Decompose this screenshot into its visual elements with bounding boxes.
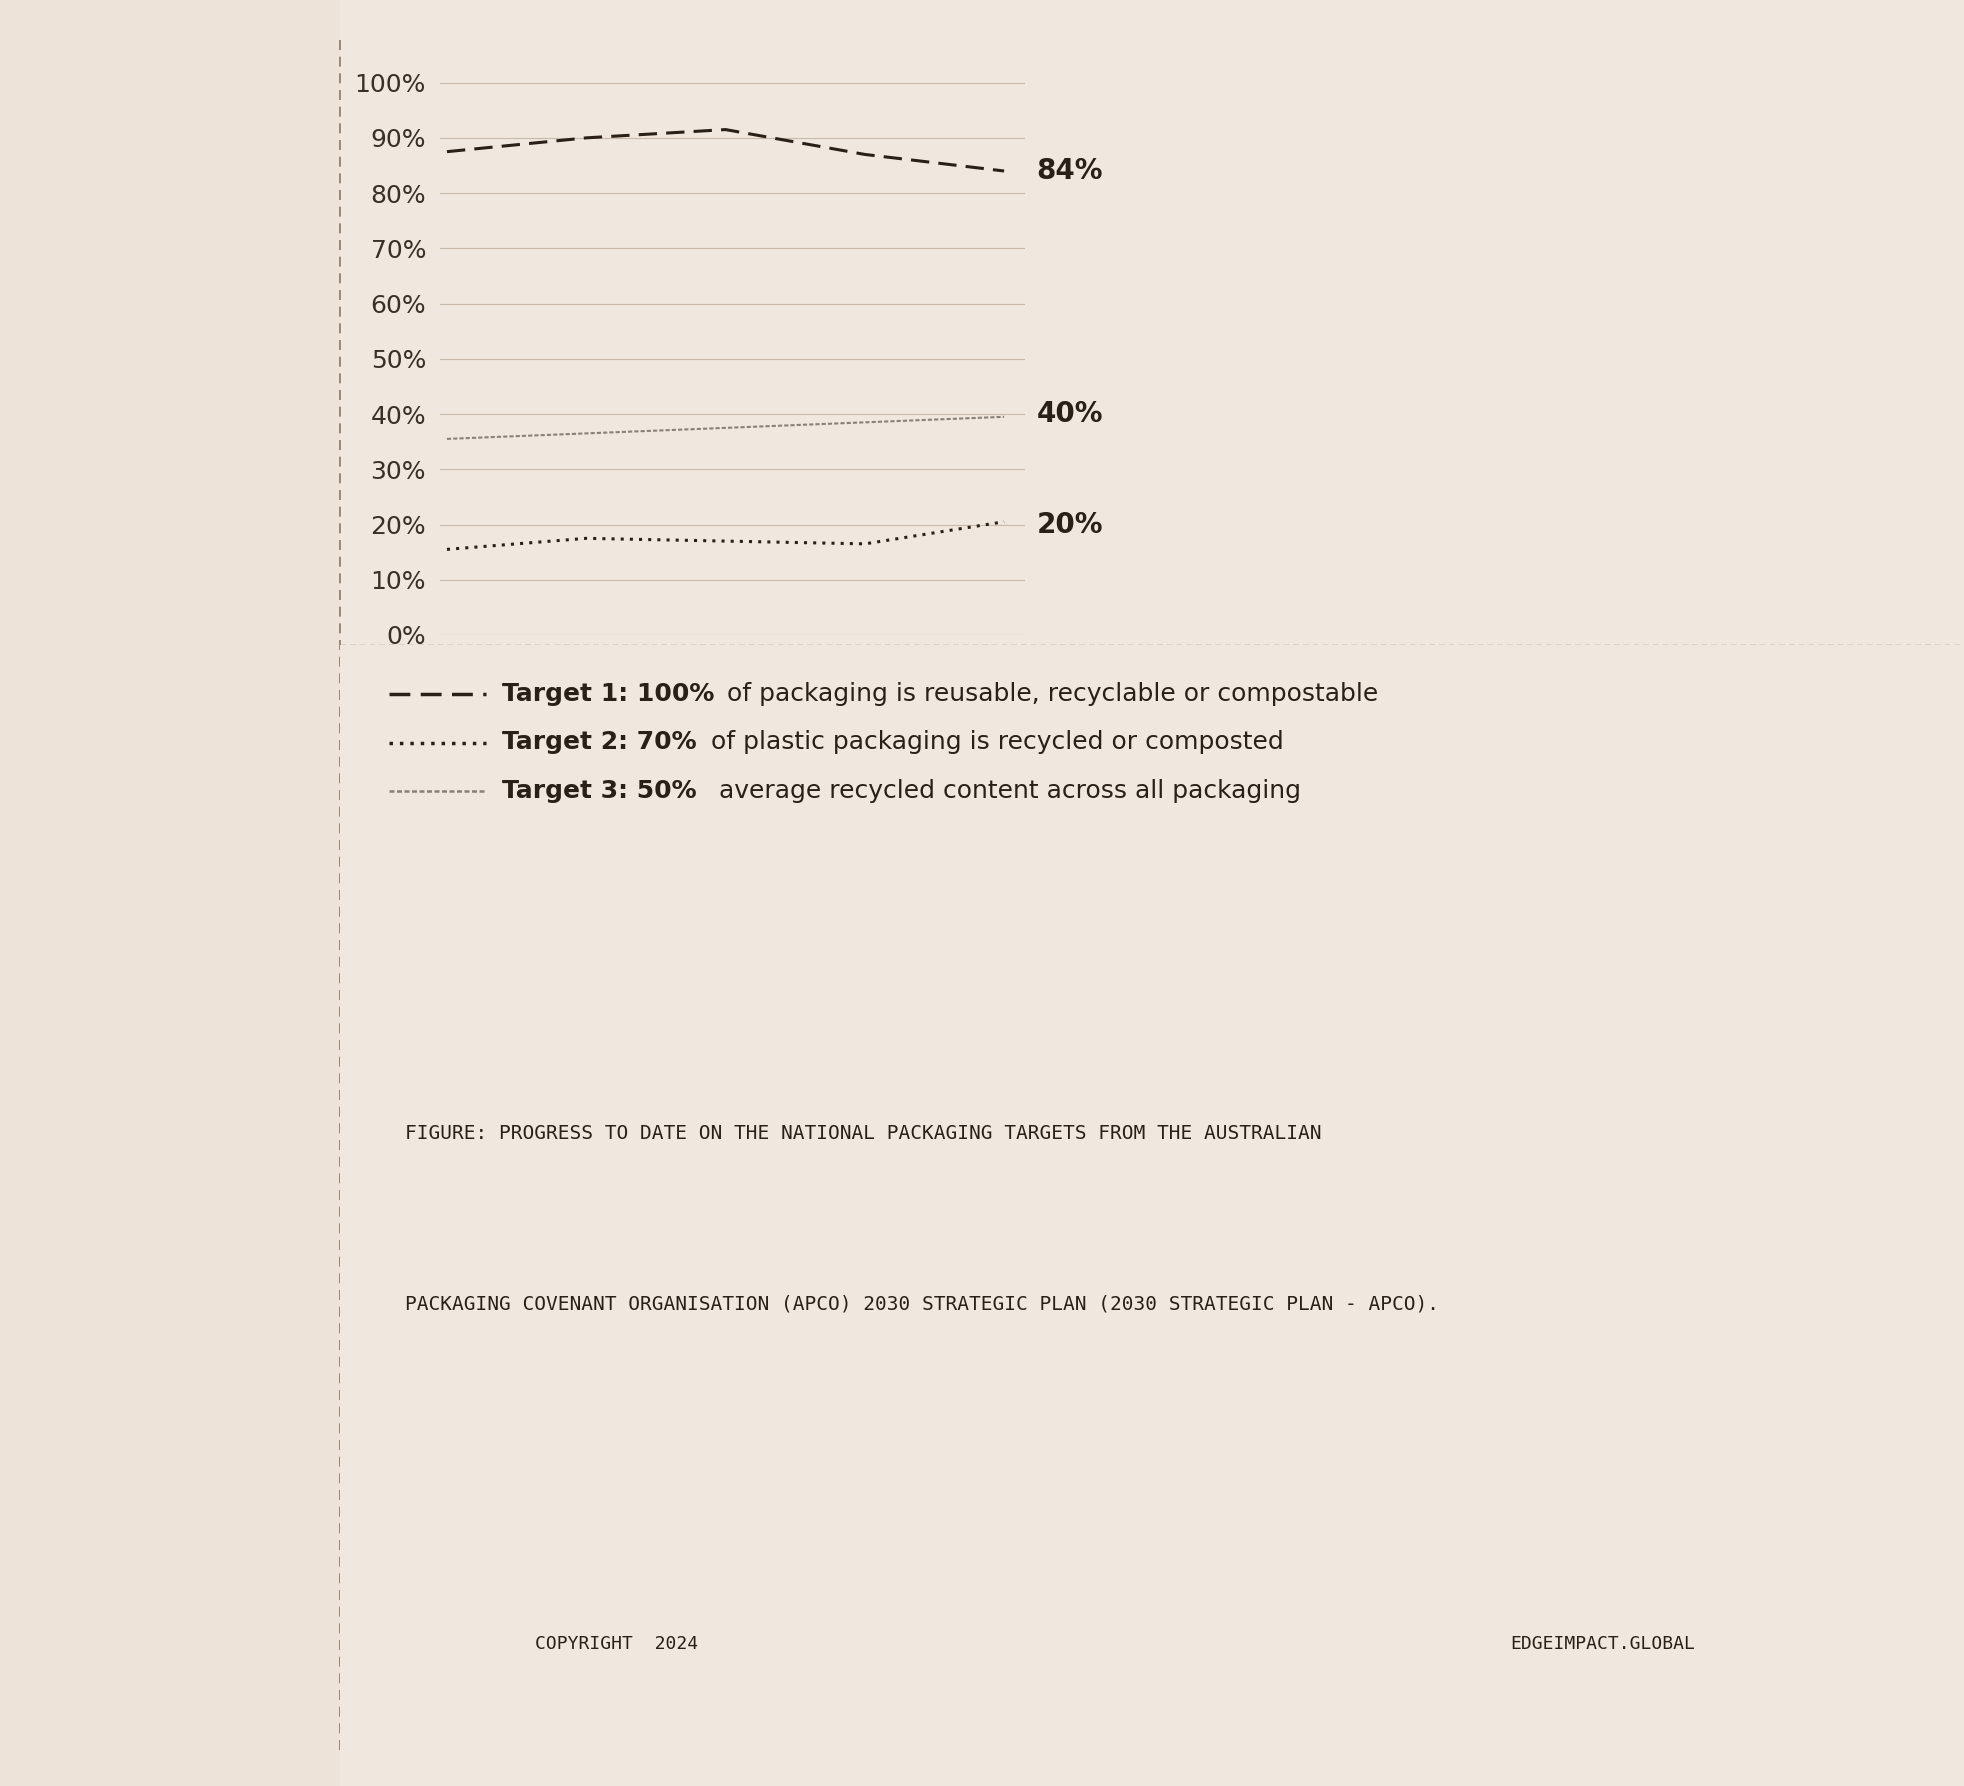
Text: 40%: 40% xyxy=(1037,400,1102,429)
Text: Target 2: 70%: Target 2: 70% xyxy=(503,730,697,754)
Text: of plastic packaging is recycled or composted: of plastic packaging is recycled or comp… xyxy=(703,730,1282,754)
Text: Target 1: 100%: Target 1: 100% xyxy=(503,682,715,705)
Text: Target 3: 50%: Target 3: 50% xyxy=(503,779,697,804)
Text: PACKAGING COVENANT ORGANISATION (APCO) 2030 STRATEGIC PLAN (2030 STRATEGIC PLAN : PACKAGING COVENANT ORGANISATION (APCO) 2… xyxy=(405,1295,1438,1313)
Text: of packaging is reusable, recyclable or compostable: of packaging is reusable, recyclable or … xyxy=(719,682,1377,705)
Text: 20%: 20% xyxy=(1037,511,1102,539)
Text: average recycled content across all packaging: average recycled content across all pack… xyxy=(703,779,1300,804)
Text: 84%: 84% xyxy=(1037,157,1102,186)
Text: FIGURE: PROGRESS TO DATE ON THE NATIONAL PACKAGING TARGETS FROM THE AUSTRALIAN: FIGURE: PROGRESS TO DATE ON THE NATIONAL… xyxy=(405,1123,1322,1143)
Text: COPYRIGHT  2024: COPYRIGHT 2024 xyxy=(534,1636,697,1654)
Text: EDGEIMPACT.GLOBAL: EDGEIMPACT.GLOBAL xyxy=(1508,1636,1695,1654)
